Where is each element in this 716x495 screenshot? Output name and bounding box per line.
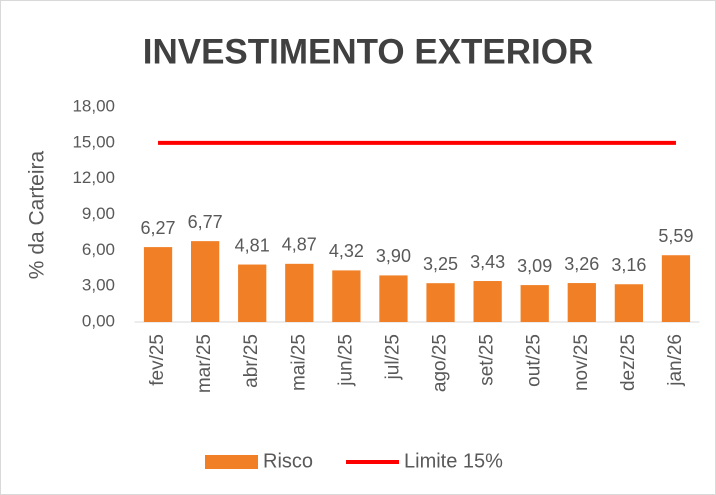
bar: [285, 263, 314, 322]
bar: [379, 275, 408, 322]
legend-label: Risco: [263, 450, 313, 472]
x-tick-label: ago/25: [430, 334, 451, 392]
bar: [426, 283, 455, 322]
data-label: 4,87: [282, 235, 317, 255]
data-label: 3,09: [517, 256, 552, 276]
x-tick-label: jun/25: [335, 334, 356, 387]
legend-label: Limite 15%: [404, 450, 503, 472]
chart-title: INVESTIMENTO EXTERIOR: [143, 32, 594, 71]
bar: [238, 264, 267, 322]
y-tick-label: 18,00: [72, 96, 115, 115]
data-label: 3,25: [423, 254, 458, 274]
data-label: 3,90: [376, 246, 411, 266]
bar: [567, 283, 596, 322]
legend-swatch: [205, 455, 258, 469]
bar: [332, 270, 361, 322]
bar: [614, 284, 643, 322]
y-axis-label: % da Carteira: [26, 150, 49, 279]
data-label: 6,77: [188, 212, 223, 232]
data-label: 4,32: [329, 241, 364, 261]
bar: [143, 247, 173, 322]
x-tick-label: mai/25: [288, 334, 309, 391]
data-label: 3,26: [564, 254, 599, 274]
x-tick-label: fev/25: [147, 334, 168, 386]
x-tick-label: abr/25: [241, 334, 262, 388]
bar: [661, 255, 691, 322]
x-tick-label: nov/25: [571, 334, 592, 391]
x-tick-label: mar/25: [194, 334, 215, 393]
data-label: 3,16: [611, 255, 646, 275]
y-tick-label: 6,00: [82, 240, 115, 259]
data-label: 5,59: [658, 226, 693, 246]
x-tick-label: set/25: [477, 334, 498, 386]
x-tick-label: dez/25: [618, 334, 639, 391]
data-label: 6,27: [141, 218, 176, 238]
data-label: 3,43: [470, 252, 505, 272]
x-tick-label: jul/25: [382, 334, 403, 380]
bar: [191, 241, 220, 322]
y-tick-label: 3,00: [82, 276, 115, 295]
y-tick-label: 12,00: [72, 168, 115, 187]
x-tick-label: out/25: [524, 334, 545, 387]
y-tick-label: 15,00: [72, 132, 115, 151]
data-label: 4,81: [235, 235, 270, 255]
y-tick-label: 9,00: [82, 204, 115, 223]
bar: [520, 285, 549, 322]
x-tick-label: jan/26: [665, 334, 686, 387]
bar: [473, 281, 502, 322]
y-tick-label: 0,00: [82, 311, 115, 330]
